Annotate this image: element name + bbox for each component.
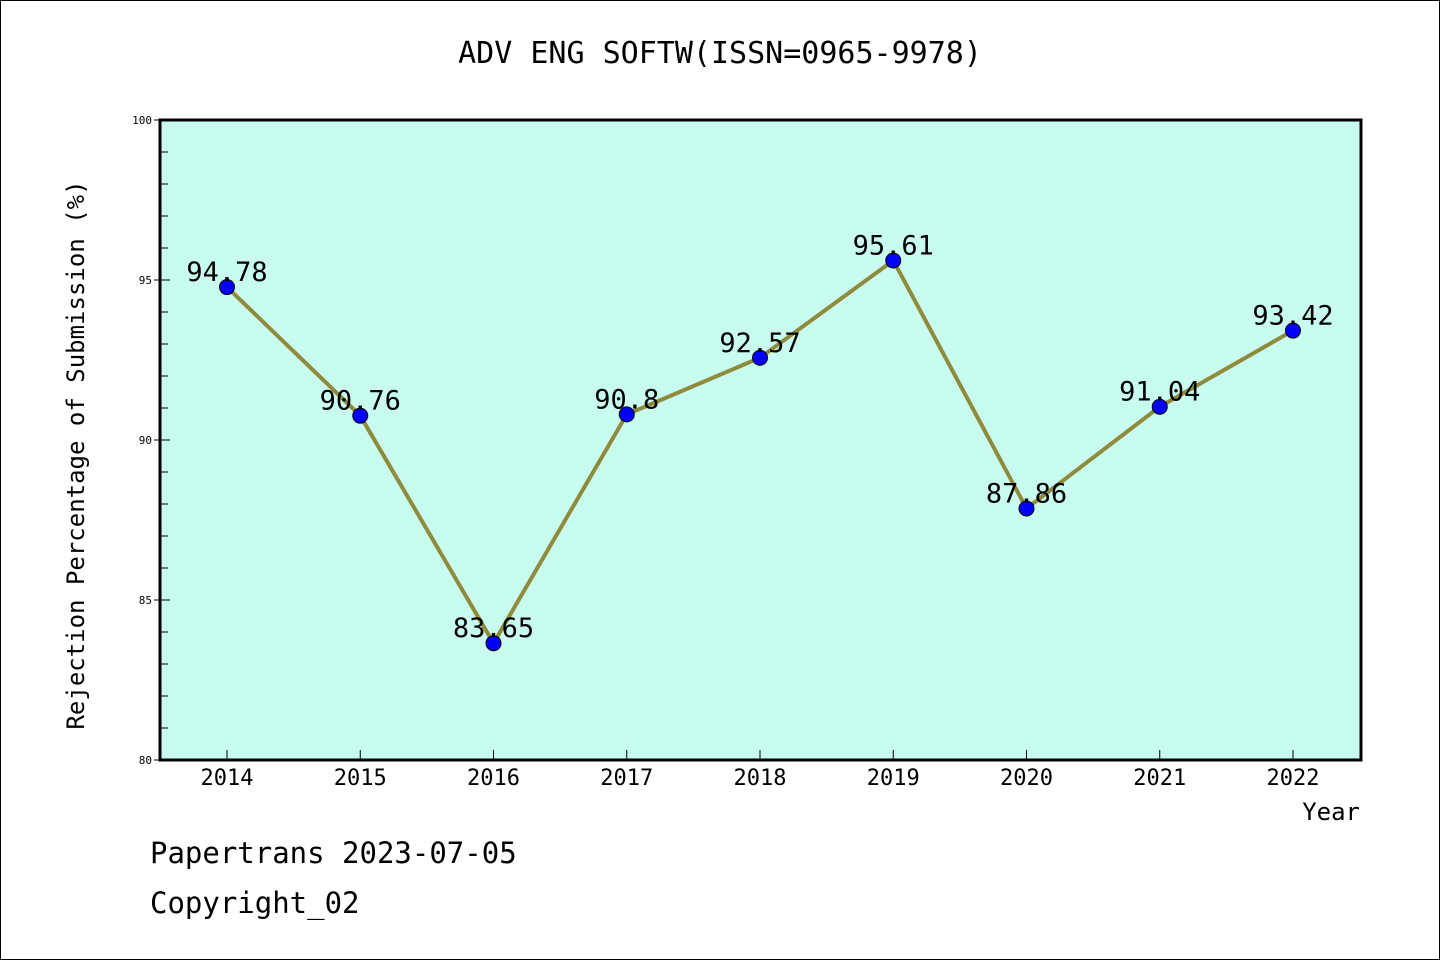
data-label: 94.78 [186,257,267,288]
data-label: 92.57 [719,328,800,359]
data-label: 91.04 [1119,377,1200,408]
data-label: 93.42 [1252,301,1333,332]
data-point [618,406,635,423]
x-axis-label: Year [1302,798,1360,826]
chart-title: ADV ENG SOFTW(ISSN=0965-9978) [458,36,982,71]
x-tick-label: 2016 [467,766,520,791]
x-tick-label: 2015 [334,766,387,791]
data-point [485,635,502,652]
data-point [885,252,902,269]
y-tick-label: 80 [139,754,152,767]
x-tick-label: 2022 [1267,766,1320,791]
x-tick-label: 2017 [600,766,653,791]
y-axis-label: Rejection Percentage of Submission (%) [62,180,90,729]
x-tick-label: 2014 [201,766,254,791]
data-point [752,349,768,366]
series-group: 94.78 90.76 83.65 90.8 92.57 95.61 87.86 91.04 9… [186,230,1334,652]
x-tick-label: 2018 [734,766,787,791]
data-point [219,279,235,296]
data-point [1285,322,1301,339]
data-point [352,407,369,424]
data-label: 90.8 [594,384,659,415]
data-point [1018,500,1035,517]
data-point [1151,398,1168,415]
data-label: 95.61 [853,230,934,261]
data-label: 83.65 [453,613,534,644]
data-label: 87.86 [986,478,1067,509]
x-tick-label: 2020 [1000,766,1053,791]
footer-line-1: Papertrans 2023-07-05 [150,836,517,870]
y-tick-label: 100 [132,114,152,127]
y-tick-label: 90 [139,434,152,447]
plot-area [160,120,1361,760]
data-label: 90.76 [320,386,401,417]
x-tick-label: 2021 [1133,766,1186,791]
y-axis-ticks: 80 85 90 95 100 [132,114,170,767]
x-tick-label: 2019 [867,766,920,791]
footer-line-2: Copyright_02 [150,886,360,920]
y-tick-label: 95 [139,274,152,287]
x-axis-ticks: 2014 2015 2016 2017 2018 2019 2020 2021 2022 [201,750,1320,791]
y-tick-label: 85 [139,594,152,607]
plot-border [158,118,1363,762]
